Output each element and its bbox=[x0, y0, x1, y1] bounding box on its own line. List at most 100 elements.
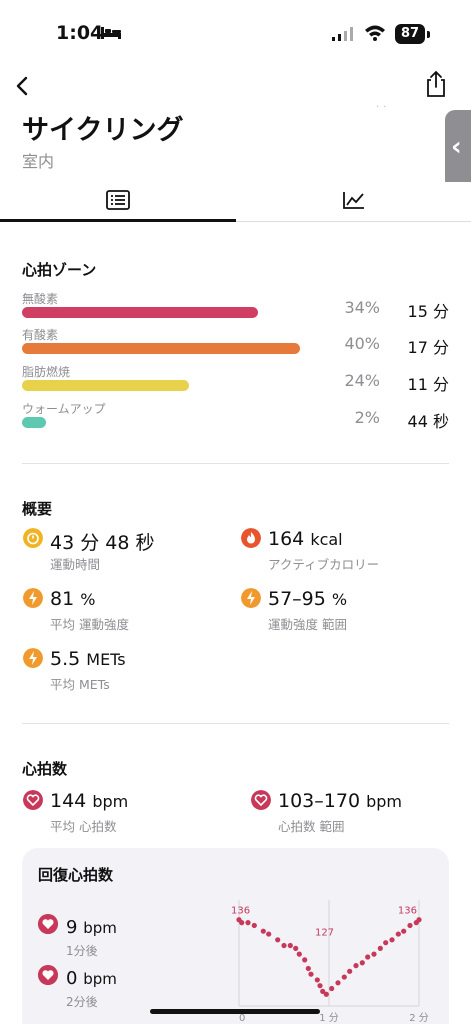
content: 心拍ゾーン 無酸素 34% 15 分有酸素 40% 17 分脂肪燃焼 24% 11 分ウォー… bbox=[0, 222, 471, 1024]
list-icon bbox=[106, 190, 130, 210]
calories-value: 164 kcal bbox=[268, 528, 343, 550]
chart-point bbox=[296, 951, 302, 957]
bed-icon bbox=[101, 27, 121, 39]
tab-summary[interactable] bbox=[0, 182, 236, 222]
zone-label: 脂肪燃焼 bbox=[22, 365, 71, 379]
line-chart-icon bbox=[343, 192, 364, 209]
calories-label: アクティブカロリー bbox=[268, 557, 380, 572]
heart-icon bbox=[38, 914, 58, 934]
heart-rate-range-value: 103–170 bpm bbox=[278, 790, 402, 812]
zone-percent: 2% bbox=[354, 408, 380, 427]
chart-point bbox=[260, 928, 266, 934]
chart-x-tick-label: 2 分 bbox=[409, 1012, 429, 1024]
chart-point bbox=[389, 937, 395, 943]
recovery-chart: 0 1 分 2 分 136 127 136 bbox=[231, 900, 429, 1024]
zone-bar bbox=[22, 417, 46, 428]
heart-icon bbox=[251, 790, 271, 810]
chart-point bbox=[314, 977, 320, 983]
zone-time: 44 秒 bbox=[407, 412, 449, 431]
chart-point bbox=[293, 945, 299, 951]
duration-label: 運動時間 bbox=[50, 557, 101, 572]
zone-percent: 24% bbox=[344, 371, 380, 390]
wifi-icon bbox=[365, 25, 385, 41]
zone-time: 15 分 bbox=[407, 302, 449, 321]
chart-point bbox=[353, 963, 359, 969]
avg-heart-rate-label: 平均 心拍数 bbox=[50, 819, 117, 834]
zone-percent: 34% bbox=[344, 298, 380, 317]
chart-point bbox=[245, 920, 251, 926]
chart-point bbox=[323, 991, 329, 997]
chart-point bbox=[302, 957, 308, 963]
status-bar: 1:04 87 bbox=[0, 0, 471, 64]
chart-point bbox=[320, 988, 326, 994]
mets-value: 5.5 METs bbox=[50, 648, 126, 670]
chart-point bbox=[308, 971, 314, 977]
battery-indicator: 87 bbox=[395, 24, 425, 44]
zone-bar bbox=[22, 380, 189, 391]
heart-rate-range-label: 心拍数 範囲 bbox=[278, 819, 345, 834]
intensity-range-label: 運動強度 範囲 bbox=[268, 617, 347, 632]
zone-bar bbox=[22, 307, 258, 318]
zone-time: 11 分 bbox=[407, 375, 449, 394]
flame-icon bbox=[241, 528, 261, 548]
zone-bar bbox=[22, 343, 300, 354]
bolt-icon bbox=[23, 648, 43, 668]
share-button[interactable] bbox=[422, 68, 450, 100]
recovery-1min-value: 9 bpm bbox=[66, 917, 117, 938]
chart-point bbox=[383, 940, 389, 946]
chevron-left-icon: ‹ bbox=[451, 132, 462, 162]
page-title: サイクリング bbox=[22, 115, 184, 146]
chart-point bbox=[317, 983, 323, 989]
chart-point bbox=[359, 960, 365, 966]
home-indicator bbox=[150, 1009, 320, 1014]
divider bbox=[22, 463, 449, 464]
chart-data-label: 127 bbox=[315, 928, 334, 939]
zone-label: 無酸素 bbox=[22, 292, 59, 306]
mets-label: 平均 METs bbox=[50, 677, 110, 692]
recovery-2min-value: 0 bpm bbox=[66, 968, 117, 989]
chart-point bbox=[251, 922, 257, 929]
chart-point bbox=[335, 980, 341, 986]
chart-point bbox=[395, 931, 401, 937]
chart-point bbox=[347, 968, 353, 974]
intensity-value: 81 % bbox=[50, 588, 96, 610]
heart-zones-title: 心拍ゾーン bbox=[22, 261, 97, 279]
heart-icon bbox=[38, 965, 58, 985]
stopwatch-icon bbox=[23, 528, 43, 548]
recovery-heart-rate-card[interactable]: 回復心拍数 9 bpm 1分後 0 bpm 2分後 0 1 分 2 分 136 127 1… bbox=[22, 848, 449, 1024]
recovery-title: 回復心拍数 bbox=[38, 866, 114, 884]
duration-value: 43 分 48 秒 bbox=[50, 532, 155, 554]
divider bbox=[22, 723, 449, 724]
zone-percent: 40% bbox=[344, 334, 380, 353]
chart-data-label: 136 bbox=[231, 906, 250, 917]
overview-title: 概要 bbox=[22, 500, 53, 518]
chart-point bbox=[281, 942, 287, 949]
side-panel-handle[interactable]: ‹ bbox=[445, 110, 471, 190]
chart-point bbox=[329, 985, 335, 992]
tab-bar bbox=[0, 182, 471, 222]
intensity-range-value: 57–95 % bbox=[268, 588, 348, 610]
chart-point bbox=[266, 931, 272, 937]
chart-point bbox=[287, 942, 293, 949]
chart-point bbox=[407, 922, 413, 929]
chart-point bbox=[401, 928, 407, 934]
tab-graph[interactable] bbox=[236, 182, 471, 222]
bolt-icon bbox=[23, 588, 43, 608]
back-button[interactable] bbox=[8, 70, 36, 102]
chart-point bbox=[275, 937, 281, 943]
status-time: 1:04 bbox=[56, 22, 104, 44]
heart-icon bbox=[23, 790, 43, 810]
battery-tip bbox=[427, 31, 430, 38]
zone-label: 有酸素 bbox=[22, 328, 59, 342]
avg-heart-rate-value: 144 bpm bbox=[50, 790, 129, 812]
chart-point bbox=[371, 951, 377, 957]
chart-x-tick-label: 1 分 bbox=[319, 1012, 339, 1024]
chart-data-label: 136 bbox=[398, 906, 417, 917]
chart-point bbox=[341, 974, 347, 980]
zone-label: ウォームアップ bbox=[22, 402, 106, 416]
chart-point bbox=[416, 917, 422, 923]
signal-icon bbox=[332, 27, 353, 41]
chart-point bbox=[377, 945, 383, 951]
chart-point bbox=[365, 954, 371, 960]
chart-point bbox=[239, 920, 245, 926]
